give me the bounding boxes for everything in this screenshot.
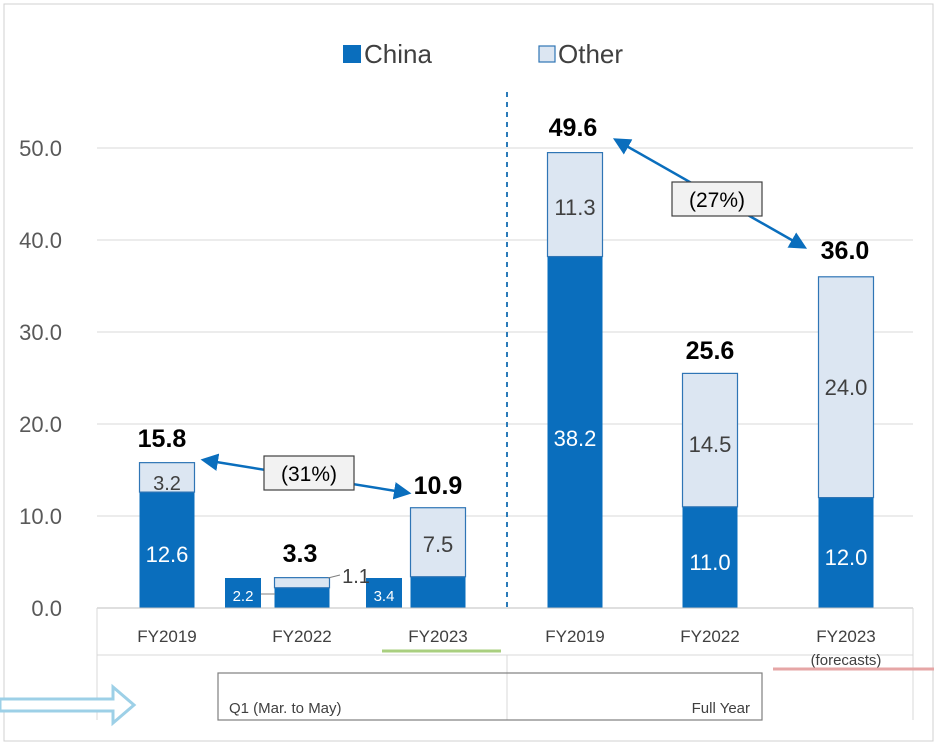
china-value-label: 12.0 [825,545,868,570]
total-label: 15.8 [138,425,187,453]
annotations-layer: (31%) (27%) [200,138,808,500]
total-labels: 15.8 3.3 10.9 49.6 25.6 36.0 [138,114,870,568]
total-label: 36.0 [821,237,870,265]
gridlines [97,147,913,517]
group-labels: Q1 (Mar. to May) Full Year [229,700,750,717]
bar-china [410,576,466,608]
total-label: 25.6 [686,337,735,365]
total-label: 3.3 [283,540,318,568]
category-axis-table [96,607,914,721]
y-tick-label: 0.0 [31,596,62,621]
category-label: FY2022 [680,627,740,646]
bar-other [138,462,196,493]
bars-layer [138,152,875,608]
y-axis-ticks: 0.0 10.0 20.0 30.0 40.0 50.0 [19,136,62,621]
china-value-label: 38.2 [554,426,597,451]
other-value-label: 1.1 [342,566,370,588]
total-label: 10.9 [414,472,463,500]
category-label: FY2019 [545,627,605,646]
group-label-full-year: Full Year [692,700,750,717]
legend: China Other [343,39,623,69]
change-label: (27%) [689,189,745,212]
other-value-label: 7.5 [423,532,454,557]
change-label: (31%) [281,463,337,486]
y-tick-label: 50.0 [19,136,62,161]
other-value-label: 24.0 [825,375,868,400]
china-value-label: 12.6 [146,542,189,567]
bar-china [547,256,603,608]
china-label-box [225,578,261,608]
category-sublabel: (forecasts) [811,652,882,669]
group-label-q1: Q1 (Mar. to May) [229,700,342,717]
category-labels: FY2019 FY2022 FY2023 FY2019 FY2022 FY2023 (for… [137,627,881,669]
nav-arrow-icon [0,683,137,727]
legend-swatch-other [538,45,556,63]
legend-swatch-china [343,45,361,63]
change-box [671,181,763,217]
bar-other [409,507,467,578]
china-value-label: 2.2 [233,588,254,605]
chart-frame [3,3,934,742]
y-tick-label: 40.0 [19,228,62,253]
other-value-label: 3.2 [153,473,181,495]
category-label: FY2023 [816,627,876,646]
bar-china [682,506,738,608]
segment-labels: 12.6 2.2 3.4 38.2 11.0 12.0 3.2 1.1 7.5 11.3 14.5 2… [146,195,868,608]
other-value-label: 14.5 [689,432,732,457]
y-tick-label: 10.0 [19,504,62,529]
bar-other [273,577,331,589]
china-value-label: 3.4 [374,588,395,605]
bar-other [546,152,604,258]
bar-china [274,587,330,608]
china-value-label: 11.0 [689,550,730,575]
other-value-label: 11.3 [554,195,595,220]
category-label: FY2022 [272,627,332,646]
group-label-box [217,672,763,721]
change-box [263,455,355,491]
bar-other [681,372,739,508]
y-tick-label: 30.0 [19,320,62,345]
category-label: FY2023 [408,627,468,646]
bar-china [818,497,874,608]
legend-label-other: Other [558,39,623,69]
total-label: 49.6 [549,114,598,142]
bar-other [817,276,875,499]
legend-label-china: China [364,39,432,69]
y-tick-label: 20.0 [19,412,62,437]
bar-china [139,492,195,608]
category-label: FY2019 [137,627,197,646]
china-label-box [366,578,402,608]
leader-line [327,574,341,579]
